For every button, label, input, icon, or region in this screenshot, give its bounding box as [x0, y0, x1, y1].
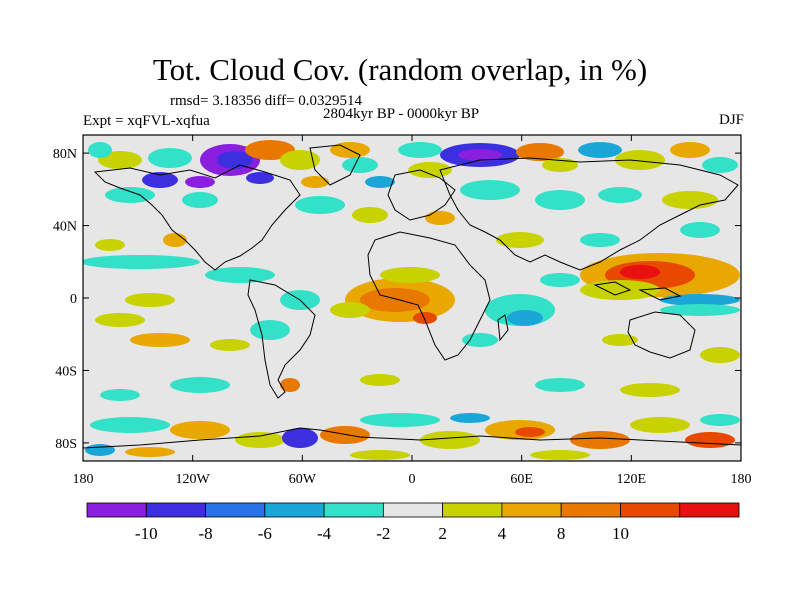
x-axis: 180 120W 60W 0 60E 120E 180: [73, 135, 752, 487]
coast-africa: [367, 231, 491, 361]
x-tick-label: 60W: [289, 472, 317, 487]
colorbar: [86, 502, 740, 518]
colorbar-swatch: [205, 502, 266, 518]
y-tick-label: 40N: [53, 220, 77, 235]
antarctic-anomalies: [83, 410, 741, 461]
colorbar-swatch: [86, 502, 147, 518]
plot-title: Tot. Cloud Cov. (random overlap, in %): [152, 52, 648, 87]
coast-maritime-continent: [593, 281, 682, 301]
coastlines: [83, 144, 741, 449]
stats-line: rmsd= 3.18356 diff= 0.0329514: [170, 93, 363, 109]
x-tick-label: 60E: [510, 472, 533, 487]
experiment-label: Expt = xqFVL-xqfua: [83, 113, 210, 129]
colorbar-swatch: [145, 502, 206, 518]
y-axis: 80N 40N 0 40S 80S: [53, 147, 741, 452]
sh-midlat-anomalies: [100, 374, 680, 401]
colorbar-label: -8: [198, 524, 212, 543]
colorbar-label: -10: [135, 524, 158, 543]
coast-north-america: [93, 164, 301, 271]
colorbar-swatch: [620, 502, 681, 518]
y-tick-label: 0: [70, 292, 77, 307]
x-tick-label: 180: [731, 472, 752, 487]
colorbar-swatch: [264, 502, 325, 518]
coast-australia: [627, 311, 696, 359]
colorbar-swatch: [382, 502, 444, 518]
colorbar-label: 2: [438, 524, 447, 543]
colorbar-label: 4: [498, 524, 507, 543]
season-label: DJF: [718, 112, 744, 128]
x-tick-label: 180: [73, 472, 94, 487]
colorbar-label: -6: [258, 524, 272, 543]
colorbar-label: 10: [612, 524, 629, 543]
nh-midlat-anomalies: [95, 180, 720, 251]
colorbar-swatch: [679, 502, 740, 518]
colorbar-swatch: [323, 502, 384, 518]
colorbar-swatch: [501, 502, 562, 518]
coast-antarctica: [83, 427, 741, 449]
y-tick-label: 80N: [53, 147, 77, 162]
colorbar-swatch: [560, 502, 621, 518]
arctic-anomalies: [83, 135, 741, 188]
anomaly-field: [83, 135, 741, 461]
x-tick-label: 0: [409, 472, 416, 487]
coast-asia: [439, 157, 739, 271]
x-tick-label: 120E: [617, 472, 647, 487]
coast-south-america: [247, 279, 316, 399]
colorbar-label: -4: [317, 524, 332, 543]
y-tick-label: 80S: [55, 437, 77, 452]
coast-madagascar: [497, 314, 509, 342]
colorbar-label: 8: [557, 524, 566, 543]
colorbar-label: -2: [376, 524, 390, 543]
period-label: 2804kyr BP - 0000kyr BP: [323, 106, 480, 122]
coast-greenland: [309, 144, 361, 186]
colorbar-labels: -10 -8 -6 -4 -2 2 4 8 10: [135, 524, 629, 543]
x-tick-label: 120W: [176, 472, 211, 487]
y-tick-label: 40S: [55, 364, 77, 379]
colorbar-swatch: [442, 502, 503, 518]
coast-europe: [387, 169, 456, 221]
